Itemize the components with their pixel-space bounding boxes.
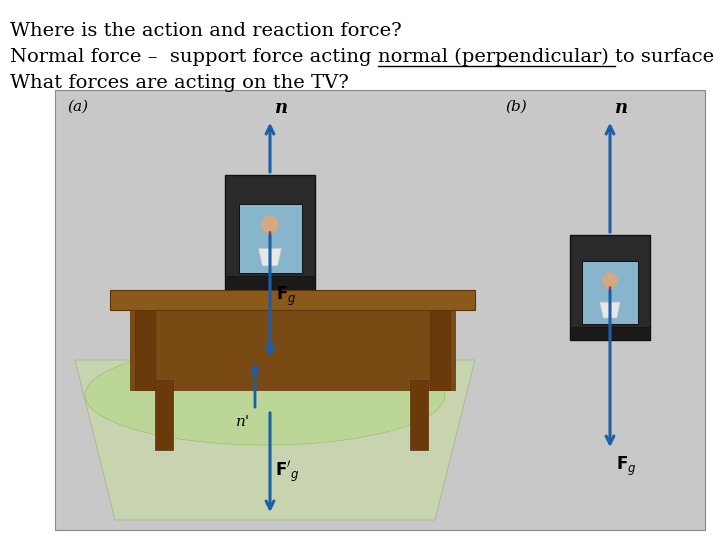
Text: to surface: to surface [615,48,714,66]
Text: $\mathbf{F}'_g$: $\mathbf{F}'_g$ [275,460,300,485]
Text: What forces are acting on the TV?: What forces are acting on the TV? [10,74,349,92]
Text: (a): (a) [67,100,88,114]
FancyBboxPatch shape [570,327,650,340]
FancyBboxPatch shape [570,235,650,340]
Polygon shape [269,231,271,247]
Polygon shape [75,360,475,520]
FancyBboxPatch shape [225,175,315,290]
FancyBboxPatch shape [55,90,705,530]
FancyBboxPatch shape [225,276,315,290]
FancyBboxPatch shape [582,261,638,324]
Text: Where is the action and reaction force?: Where is the action and reaction force? [10,22,402,40]
Text: $\mathbf{F}_g$: $\mathbf{F}_g$ [276,285,297,308]
FancyBboxPatch shape [410,380,428,450]
Text: n: n [275,99,288,117]
Text: n: n [615,99,628,117]
FancyBboxPatch shape [238,204,302,273]
Polygon shape [609,286,611,300]
Text: $\mathbf{F}_g$: $\mathbf{F}_g$ [616,455,636,478]
FancyBboxPatch shape [110,290,475,310]
Polygon shape [600,302,620,318]
Text: normal (perpendicular): normal (perpendicular) [378,48,615,66]
Text: Normal force –  support force acting: Normal force – support force acting [10,48,378,66]
FancyBboxPatch shape [130,310,455,390]
Polygon shape [258,248,282,266]
FancyBboxPatch shape [430,310,450,390]
FancyBboxPatch shape [135,310,155,390]
Circle shape [262,216,278,233]
Ellipse shape [85,345,445,445]
FancyBboxPatch shape [155,380,173,450]
Text: n': n' [236,415,250,429]
Circle shape [603,273,617,287]
Text: (b): (b) [505,100,527,114]
